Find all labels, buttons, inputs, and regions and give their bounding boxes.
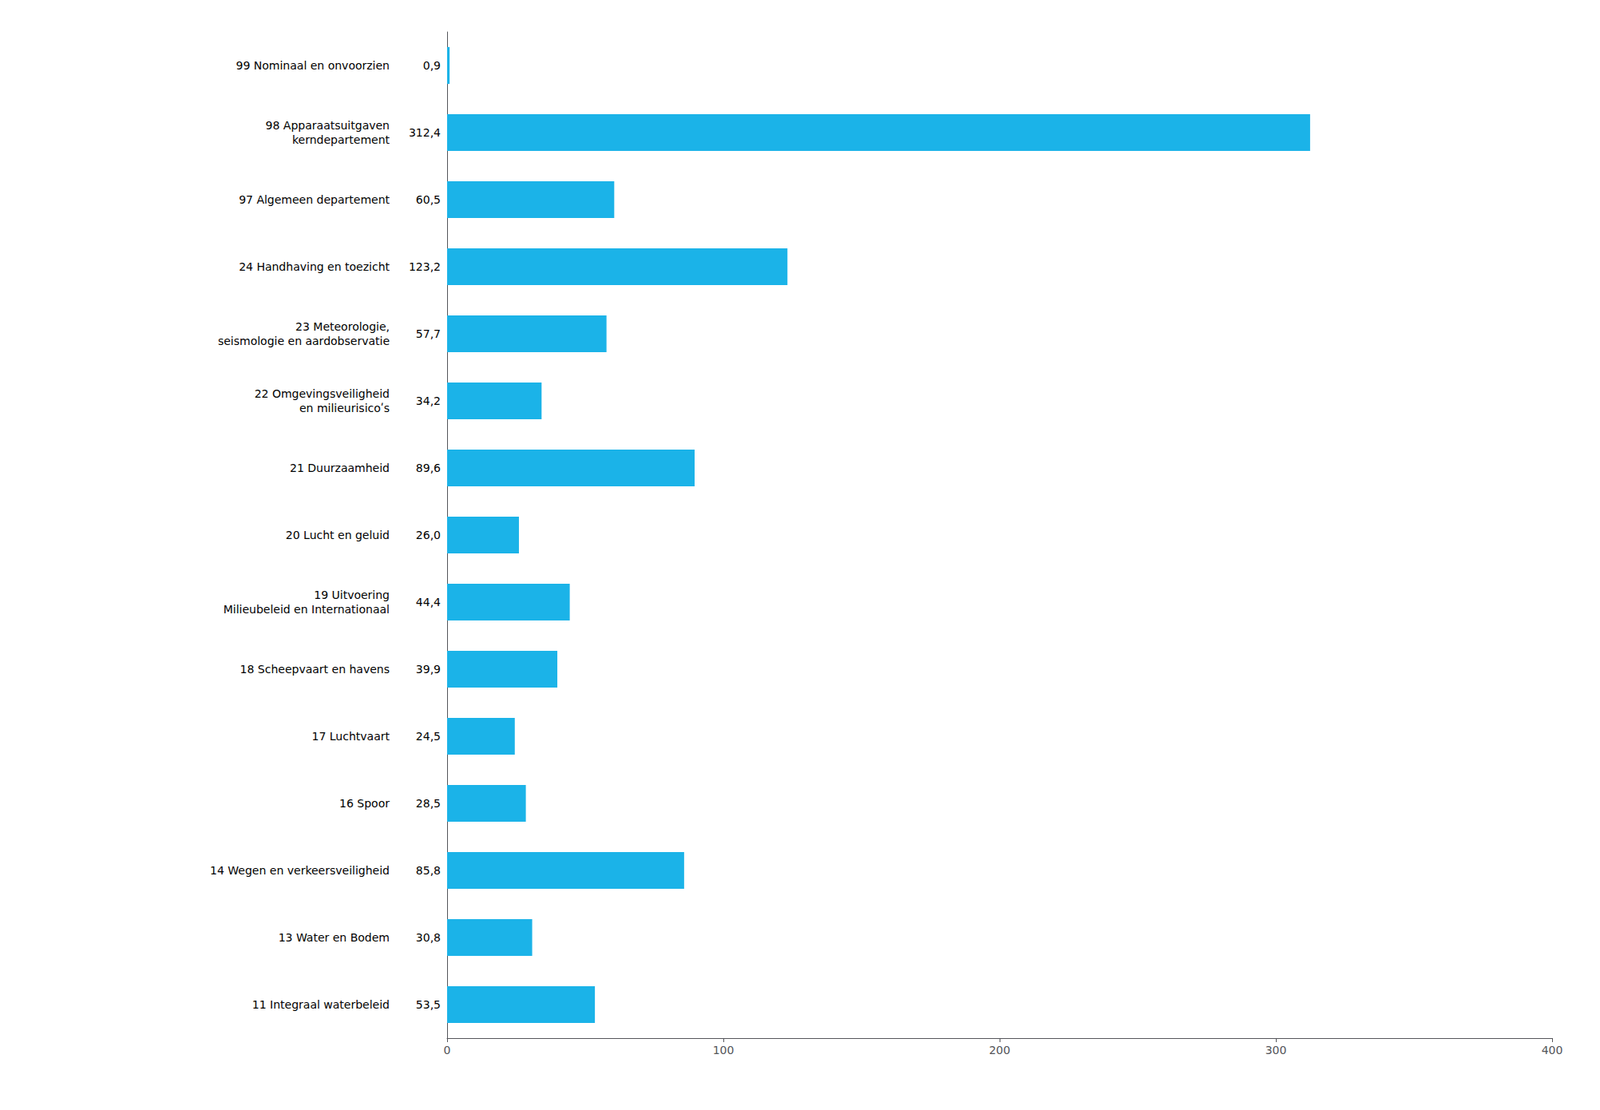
svg-text:57,7: 57,7: [415, 327, 441, 341]
svg-text:312,4: 312,4: [408, 126, 441, 139]
svg-text:0,9: 0,9: [423, 59, 441, 72]
svg-text:en milieurisicoʹs: en milieurisicoʹs: [299, 401, 390, 415]
svg-text:34,2: 34,2: [415, 394, 441, 408]
svg-text:300: 300: [1265, 1043, 1288, 1057]
svg-text:200: 200: [989, 1043, 1011, 1057]
svg-text:28,5: 28,5: [415, 796, 441, 810]
svg-text:98 Apparaatsuitgaven: 98 Apparaatsuitgaven: [265, 118, 390, 132]
svg-text:22 Omgevingsveiligheid: 22 Omgevingsveiligheid: [254, 387, 390, 400]
svg-text:99 Nominaal en onvoorzien: 99 Nominaal en onvoorzien: [236, 59, 390, 72]
svg-text:60,5: 60,5: [415, 193, 441, 206]
svg-text:39,9: 39,9: [415, 662, 441, 676]
svg-text:Milieubeleid en Internationaal: Milieubeleid en Internationaal: [223, 602, 390, 616]
svg-text:123,2: 123,2: [408, 260, 441, 274]
svg-text:23 Meteorologie,: 23 Meteorologie,: [295, 320, 390, 333]
svg-text:14 Wegen en verkeersveiligheid: 14 Wegen en verkeersveiligheid: [209, 863, 390, 877]
svg-text:44,4: 44,4: [415, 595, 441, 609]
svg-text:17 Luchtvaart: 17 Luchtvaart: [312, 729, 391, 743]
svg-text:19 Uitvoering: 19 Uitvoering: [313, 588, 390, 602]
svg-text:18 Scheepvaart en havens: 18 Scheepvaart en havens: [240, 662, 390, 676]
svg-text:85,8: 85,8: [415, 863, 441, 877]
svg-text:13 Water en Bodem: 13 Water en Bodem: [278, 930, 390, 944]
svg-text:kerndepartement: kerndepartement: [292, 133, 391, 147]
svg-text:26,0: 26,0: [415, 528, 441, 542]
svg-text:400: 400: [1541, 1043, 1564, 1057]
svg-text:0: 0: [443, 1043, 452, 1057]
svg-text:89,6: 89,6: [415, 461, 441, 475]
svg-text:21 Duurzaamheid: 21 Duurzaamheid: [289, 461, 390, 475]
svg-text:30,8: 30,8: [415, 930, 441, 944]
svg-text:seismologie en aardobservatie: seismologie en aardobservatie: [217, 334, 390, 348]
svg-text:24,5: 24,5: [415, 729, 441, 743]
svg-text:16 Spoor: 16 Spoor: [339, 796, 390, 810]
svg-text:97 Algemeen departement: 97 Algemeen departement: [238, 193, 390, 206]
svg-text:53,5: 53,5: [415, 998, 441, 1011]
svg-text:24 Handhaving en toezicht: 24 Handhaving en toezicht: [238, 260, 390, 274]
svg-text:20 Lucht en geluid: 20 Lucht en geluid: [285, 528, 390, 542]
svg-text:100: 100: [712, 1043, 735, 1057]
svg-text:11 Integraal waterbeleid: 11 Integraal waterbeleid: [252, 998, 390, 1011]
